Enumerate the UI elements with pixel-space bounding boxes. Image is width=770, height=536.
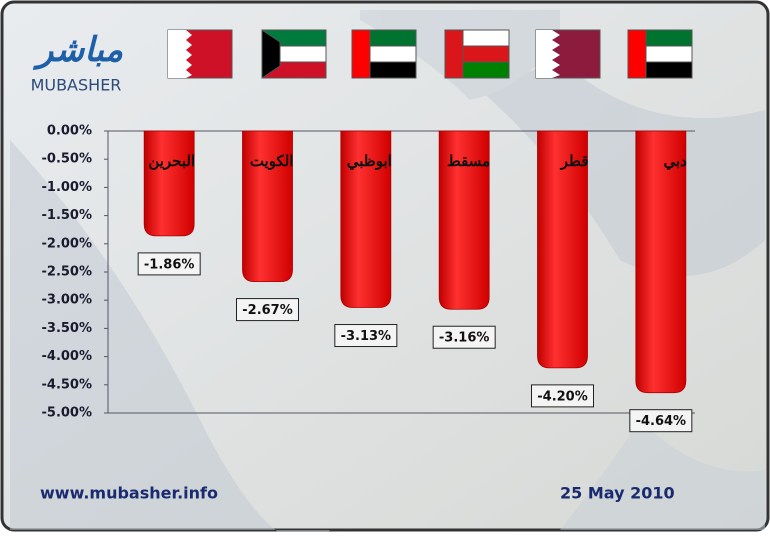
y-tick-label: -4.50%	[42, 377, 93, 392]
bar	[635, 130, 687, 394]
value-label: -4.64%	[636, 414, 687, 429]
value-label-box	[629, 409, 693, 433]
category-label: الكويت	[250, 152, 294, 170]
value-label: -1.86%	[144, 257, 195, 272]
value-label-box	[236, 298, 299, 322]
date: 25 May 2010	[560, 484, 675, 503]
y-tick-label: -4.00%	[42, 349, 93, 364]
y-tick-label: -3.50%	[42, 321, 93, 336]
bar	[242, 130, 293, 282]
category-label: قطر	[560, 152, 589, 170]
website: www.mubasher.info	[40, 484, 218, 503]
bar	[143, 130, 195, 237]
y-tick-label: -1.50%	[42, 208, 93, 223]
y-tick-label: 0.00%	[47, 124, 92, 139]
value-label-box	[432, 325, 496, 349]
y-tick-label: -2.00%	[42, 236, 93, 251]
value-label: -3.13%	[341, 329, 392, 344]
value-label: -2.67%	[242, 303, 293, 318]
bar	[438, 130, 490, 310]
category-label: دبي	[663, 152, 687, 171]
y-tick-label: -0.50%	[42, 152, 93, 167]
value-label: -3.16%	[439, 331, 490, 346]
y-tick-label: -5.00%	[42, 406, 93, 421]
value-label: -4.20%	[537, 389, 588, 404]
category-label: مسقط	[447, 152, 490, 170]
logo-arabic: مباشر	[32, 30, 123, 70]
category-label: ابوظبي	[347, 152, 392, 171]
category-label: البحرين	[148, 152, 195, 170]
y-tick-label: -1.00%	[42, 180, 93, 195]
value-label-box	[334, 324, 398, 348]
y-tick-label: -3.00%	[42, 293, 93, 308]
value-label-box	[137, 252, 201, 276]
value-label-box	[531, 384, 594, 408]
bar	[340, 130, 392, 308]
bar	[537, 130, 588, 369]
y-tick-label: -2.50%	[42, 265, 93, 280]
flags	[167, 29, 693, 79]
logo-latin: MUBASHER	[31, 76, 122, 95]
